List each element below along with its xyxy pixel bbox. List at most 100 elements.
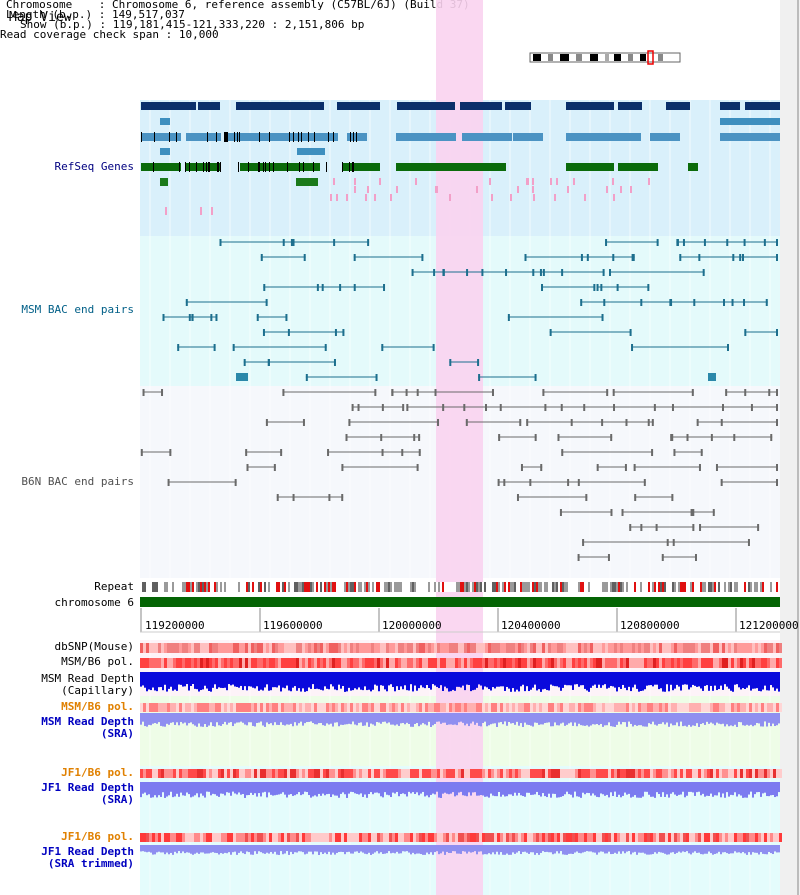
bac-end: [292, 494, 295, 501]
track-label-chromosome: chromosome 6: [54, 596, 134, 609]
depth-bar: [716, 782, 718, 796]
heat-cell: [668, 703, 671, 712]
pink-mark: [354, 178, 356, 185]
depth-bar: [656, 782, 658, 793]
depth-bar: [546, 845, 548, 852]
depth-bar: [388, 672, 390, 686]
heat-cell: [479, 643, 482, 653]
depth-bar: [166, 845, 168, 853]
heat-cell: [755, 643, 758, 653]
heat-cell: [602, 833, 605, 842]
depth-bar: [394, 672, 396, 692]
bac-end: [162, 314, 165, 321]
repeat-bar: [772, 582, 774, 592]
bac-end: [593, 284, 596, 291]
depth-bar: [266, 782, 268, 798]
heat-cell: [254, 643, 257, 653]
depth-bar: [730, 845, 732, 854]
heat-cell: [593, 833, 596, 842]
heat-cell: [494, 643, 497, 653]
depth-bar: [750, 782, 752, 792]
bac-end: [557, 434, 560, 441]
bac-end: [374, 389, 377, 396]
heat-cell: [257, 643, 260, 653]
heat-cell: [605, 703, 608, 712]
ideogram-band: [614, 54, 621, 61]
bac-end: [549, 329, 552, 336]
depth-bar: [590, 782, 592, 796]
depth-bar: [370, 672, 372, 692]
depth-bar: [606, 713, 608, 726]
exon-tick: [203, 162, 204, 172]
bac-end: [507, 314, 510, 321]
depth-bar: [710, 672, 712, 686]
depth-bar: [432, 672, 434, 685]
heat-cell: [752, 643, 755, 653]
exon-tick: [259, 132, 260, 142]
depth-bar: [314, 782, 316, 796]
heat-cell: [578, 703, 581, 712]
heat-cell: [326, 658, 329, 668]
heat-cell: [656, 769, 659, 778]
track-label-refseq: RefSeq Genes: [54, 160, 134, 173]
depth-bar: [368, 845, 370, 853]
depth-bar: [440, 672, 442, 686]
depth-bar: [144, 782, 146, 793]
depth-bar: [314, 845, 316, 852]
depth-bar: [614, 782, 616, 792]
depth-bar: [280, 672, 282, 692]
depth-bar: [172, 713, 174, 723]
depth-bar: [294, 672, 296, 687]
depth-bar: [382, 782, 384, 798]
depth-bar: [354, 672, 356, 689]
heat-cell: [449, 833, 452, 842]
bac-end: [167, 479, 170, 486]
depth-bar: [238, 782, 240, 793]
gene-block: [720, 133, 780, 141]
heat-cell: [152, 643, 155, 653]
heat-cell: [725, 703, 728, 712]
depth-bar: [266, 713, 268, 723]
depth-bar: [564, 845, 566, 855]
depth-bar: [386, 782, 388, 795]
heat-cell: [263, 833, 266, 842]
bac-end: [559, 509, 562, 516]
depth-bar: [216, 672, 218, 689]
heat-cell: [266, 658, 269, 668]
depth-bar: [280, 845, 282, 852]
depth-bar: [640, 672, 642, 691]
depth-bar: [276, 782, 278, 795]
heat-cell: [437, 658, 440, 668]
depth-bar: [748, 713, 750, 726]
bac-end: [621, 509, 624, 516]
depth-bar: [340, 845, 342, 852]
heat-cell: [713, 833, 716, 842]
depth-bar: [154, 782, 156, 796]
heat-cell: [407, 658, 410, 668]
depth-bar: [700, 782, 702, 796]
bac-end: [276, 494, 279, 501]
heat-cell: [395, 658, 398, 668]
heat-cell: [524, 833, 527, 842]
heat-cell: [725, 769, 728, 778]
depth-bar: [246, 672, 248, 691]
repeat-bar: [644, 582, 646, 592]
depth-bar: [648, 782, 650, 795]
depth-bar: [728, 845, 730, 854]
depth-bar: [422, 845, 424, 855]
heat-cell: [707, 703, 710, 712]
depth-bar: [298, 672, 300, 689]
depth-bar: [656, 672, 658, 685]
bac-end: [539, 269, 542, 276]
depth-bar: [740, 845, 742, 854]
bac-end: [732, 254, 735, 261]
heat-cell: [236, 643, 239, 653]
heat-cell: [599, 658, 602, 668]
repeat-bar: [642, 582, 644, 592]
repeat-bar: [628, 582, 630, 592]
depth-bar: [276, 672, 278, 688]
depth-bar: [340, 713, 342, 725]
depth-bar: [372, 713, 374, 725]
ideogram-band: [640, 54, 646, 61]
